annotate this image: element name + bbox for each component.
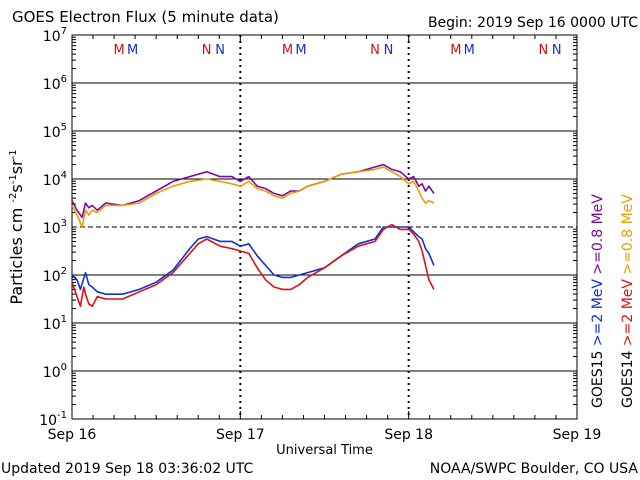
- y-tick-label: 101: [43, 314, 67, 333]
- y-tick-label: 107: [43, 26, 67, 45]
- data-source: NOAA/SWPC Boulder, CO USA: [429, 461, 638, 477]
- satellite-marker: N: [370, 43, 380, 58]
- satellite-marker: M: [282, 43, 293, 58]
- satellite-marker: N: [215, 43, 225, 58]
- satellite-marker: M: [114, 43, 125, 58]
- x-tick-label: Sep 17: [216, 427, 265, 443]
- chart-title: GOES Electron Flux (5 minute data): [12, 8, 279, 26]
- y-tick-label: 10-1: [39, 410, 67, 429]
- series-line: [71, 226, 435, 296]
- x-axis-title: Universal Time: [276, 443, 373, 458]
- y-tick-label: 105: [43, 122, 67, 141]
- series-line: [71, 223, 435, 308]
- updated-timestamp: Updated 2019 Sep 18 03:36:02 UTC: [1, 461, 254, 477]
- y-tick-label: 106: [43, 74, 67, 93]
- satellite-marker: N: [202, 43, 212, 58]
- x-tick-label: Sep 19: [553, 427, 602, 443]
- satellite-marker: M: [450, 43, 461, 58]
- begin-date: Begin: 2019 Sep 16 0000 UTC: [427, 15, 638, 31]
- satellite-marker: M: [127, 43, 138, 58]
- legend-entry: GOES15 >=2 MeV >=0.8 MeV: [590, 194, 606, 408]
- satellite-marker: N: [552, 43, 562, 58]
- y-tick-label: 102: [43, 266, 67, 285]
- y-tick-label: 103: [43, 218, 67, 237]
- satellite-marker: N: [384, 43, 394, 58]
- series-line: [71, 163, 435, 219]
- series-line: [71, 166, 435, 228]
- satellite-marker: M: [464, 43, 475, 58]
- y-axis-title: Particles cm -2s-1sr-1: [7, 149, 26, 304]
- x-tick-label: Sep 16: [48, 427, 97, 443]
- legend-entry: GOES14 >=2 MeV >=0.8 MeV: [620, 194, 636, 408]
- satellite-marker: M: [295, 43, 306, 58]
- satellite-marker: N: [538, 43, 548, 58]
- y-tick-label: 100: [43, 362, 67, 381]
- y-tick-label: 104: [43, 170, 67, 189]
- x-tick-label: Sep 18: [384, 427, 433, 443]
